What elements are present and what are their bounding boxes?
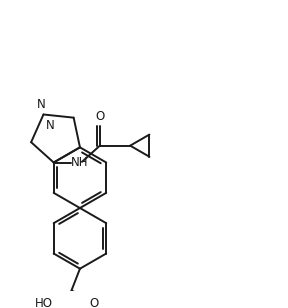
Text: HO: HO (35, 297, 53, 308)
Text: N: N (36, 98, 45, 111)
Text: N: N (46, 119, 55, 132)
Text: O: O (95, 110, 105, 123)
Text: O: O (89, 297, 98, 308)
Text: NH: NH (71, 156, 89, 169)
